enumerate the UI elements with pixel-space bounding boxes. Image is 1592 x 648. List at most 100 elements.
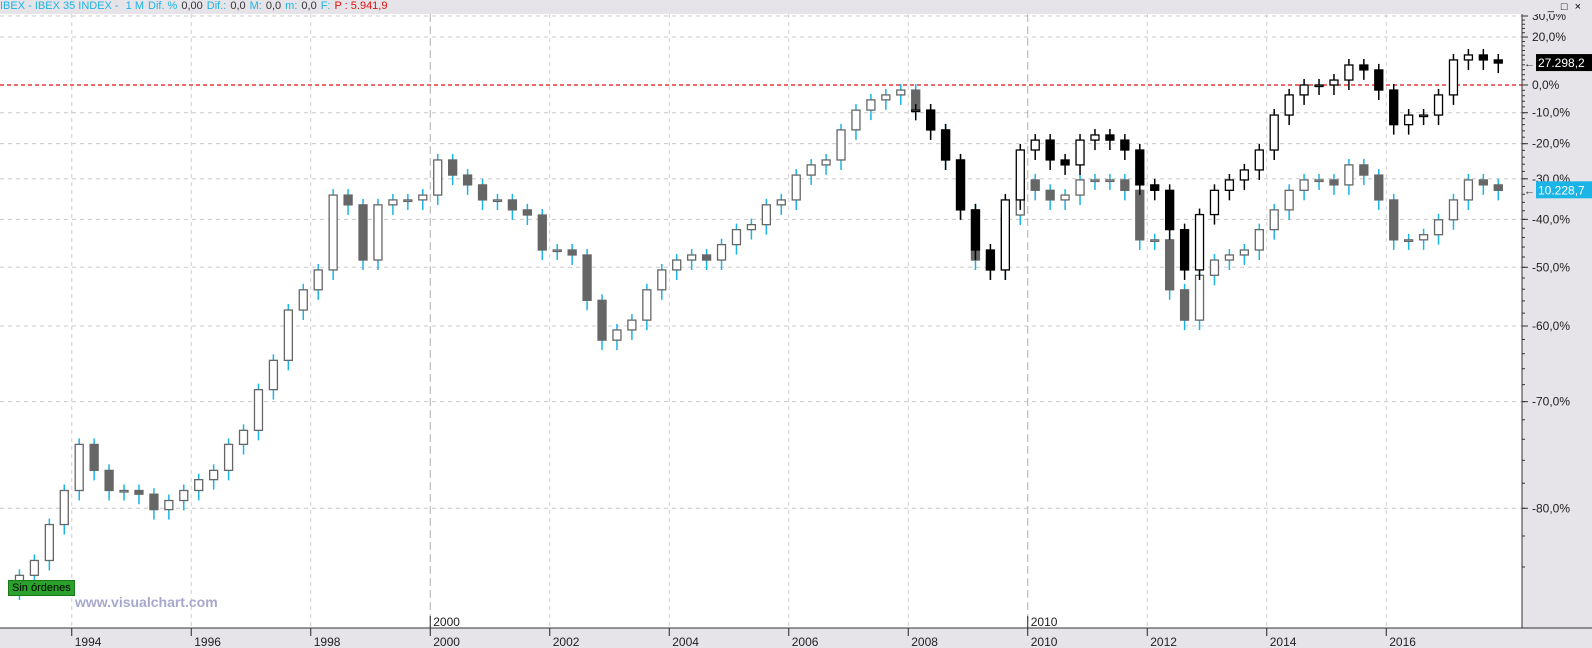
candle: [1299, 79, 1309, 105]
dif-value: 0,0: [230, 0, 246, 12]
candle-body-up: [74, 443, 84, 492]
candle-body-up: [1254, 149, 1264, 171]
candle: [731, 223, 742, 255]
candle-body-up: [1284, 94, 1294, 116]
candle: [238, 424, 249, 455]
candle: [701, 248, 712, 271]
candle-body-up: [881, 94, 891, 101]
candle-body-up: [672, 259, 682, 271]
candle: [59, 484, 69, 535]
candle: [552, 243, 562, 260]
candle-body-up: [1448, 59, 1459, 96]
candle: [343, 189, 353, 215]
candle: [1269, 203, 1279, 240]
candle: [672, 254, 682, 280]
chart-header: IBEX - IBEX 35 INDEX - 1 M Dif. % 0,00 Dif.…: [0, 0, 1592, 14]
candle-body-down: [597, 299, 607, 341]
candle: [1105, 128, 1115, 151]
candle-body-down: [462, 174, 473, 186]
candle-body-down: [970, 209, 981, 251]
candle: [926, 104, 936, 140]
candle: [821, 153, 831, 175]
last-price-badge: [1536, 181, 1592, 199]
maximize-button[interactable]: □: [1560, 1, 1571, 13]
candle-body-up: [492, 199, 503, 203]
candle-body-up: [1463, 179, 1474, 201]
candle-body-down: [1329, 179, 1339, 186]
close-button[interactable]: ×: [1574, 1, 1584, 13]
y-tick-label: -40,0%: [1532, 212, 1570, 226]
candle-body-up: [1060, 194, 1070, 201]
candle-body-up: [1090, 179, 1100, 183]
candle-body-down: [582, 254, 592, 301]
candle-body-down: [358, 204, 368, 261]
candle: [1075, 173, 1085, 206]
candle-body-up: [209, 469, 219, 481]
candle: [1000, 193, 1010, 280]
candle-body-up: [1075, 139, 1085, 166]
candle-body-up: [1105, 179, 1115, 183]
candle: [1404, 109, 1414, 135]
candle: [328, 189, 338, 280]
x-tick-label: 1996: [194, 635, 221, 648]
candle-body-down: [134, 489, 144, 495]
candle-body-down: [1389, 199, 1399, 241]
dif-pct-label: Dif. %: [148, 0, 178, 12]
price-chart[interactable]: 30,0%20,0%0,0%-10,0%-20,0%-30,0%-40,0%-5…: [0, 14, 1592, 648]
f-label: F:: [320, 0, 331, 12]
candle: [1120, 173, 1130, 201]
minimize-button[interactable]: _: [1547, 1, 1557, 13]
candle: [1418, 109, 1429, 126]
candle: [940, 123, 951, 170]
candle: [851, 104, 861, 140]
candle: [1329, 173, 1339, 195]
candle: [567, 243, 577, 265]
candle: [1090, 173, 1100, 190]
candle: [1224, 173, 1235, 201]
candle-body-up: [866, 99, 876, 111]
y-tick-label: 20,0%: [1532, 30, 1566, 44]
candle: [74, 438, 84, 501]
candle-body-up: [328, 194, 338, 271]
candle: [1314, 79, 1324, 95]
candle-body-up: [1344, 64, 1354, 81]
candle: [1030, 173, 1040, 201]
candle: [1194, 208, 1205, 280]
candle: [1179, 283, 1190, 331]
candle-body-up: [1433, 94, 1444, 116]
candle: [1135, 144, 1145, 195]
candle-body-up: [1299, 84, 1309, 96]
symbol-label: IBEX - IBEX 35 INDEX -: [0, 0, 122, 12]
candle: [462, 169, 473, 195]
candle-body-up: [1448, 199, 1459, 221]
candle: [477, 178, 488, 210]
candle-body-down: [1374, 174, 1384, 201]
candle-body-up: [1299, 179, 1309, 191]
last-price-arrow-icon: ←: [1524, 185, 1535, 197]
candle-body-up: [627, 319, 637, 331]
candle: [1284, 184, 1294, 220]
candle: [1463, 48, 1474, 70]
candle: [1060, 189, 1070, 210]
orders-badge[interactable]: Sin órdenes: [8, 580, 75, 596]
candle: [1344, 158, 1354, 195]
candle-body-up: [1000, 199, 1010, 271]
candle: [985, 243, 996, 280]
candle: [522, 203, 532, 225]
candle-body-up: [119, 489, 129, 493]
candle: [1448, 193, 1459, 230]
window-buttons: _ □ ×: [1548, 1, 1588, 14]
candle-body-down: [1389, 89, 1399, 126]
candle: [1224, 248, 1235, 271]
candle: [89, 438, 99, 481]
candle-body-up: [1329, 79, 1339, 86]
candle-body-down: [89, 443, 99, 472]
candle: [1404, 233, 1414, 250]
candle: [642, 283, 652, 331]
candle-body-up: [238, 429, 249, 446]
candle-body-up: [911, 109, 921, 113]
candle-body-down: [104, 469, 114, 492]
last-price-label: 27.298,2: [1538, 56, 1585, 70]
candle-body-down: [940, 129, 951, 161]
x-tick-label: 1998: [314, 635, 341, 648]
